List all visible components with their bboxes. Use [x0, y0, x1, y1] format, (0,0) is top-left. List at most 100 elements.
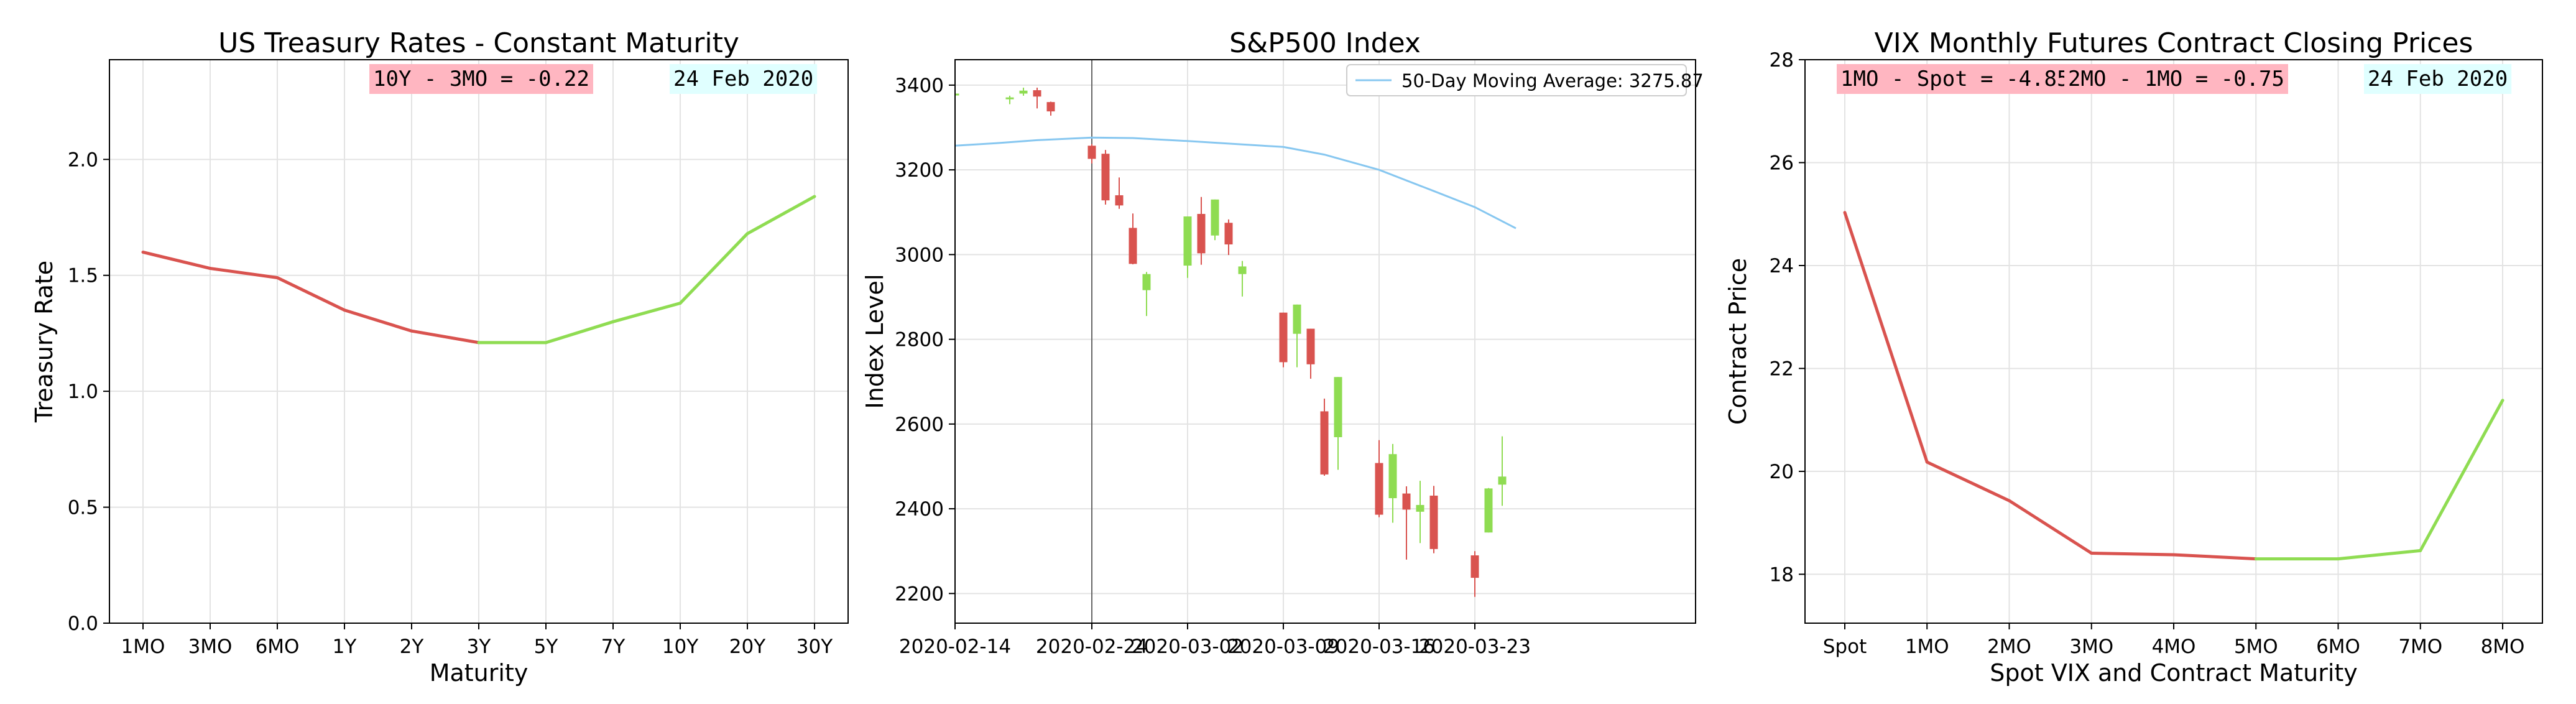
- sp500-candle: [1005, 95, 1014, 104]
- vix-x-axis-label: Spot VIX and Contract Maturity: [1990, 659, 2358, 687]
- sp500-candle: [1033, 87, 1041, 109]
- sp500-candle: [1498, 436, 1507, 506]
- sp500-candle-body: [1279, 312, 1288, 363]
- sp500-candle: [1484, 488, 1493, 533]
- vix-x-tick-label: 8MO: [2481, 636, 2525, 658]
- sp500-plot-frame: [954, 59, 1696, 624]
- sp500-candle-body: [1142, 274, 1151, 290]
- sp500-candle: [1046, 101, 1055, 116]
- vix-title: VIX Monthly Futures Contract Closing Pri…: [1875, 27, 2473, 59]
- sp500-candle: [1334, 377, 1342, 470]
- treasury-curve-segment: [343, 308, 413, 333]
- sp500-x-tick-label: 2020-03-23: [1419, 636, 1531, 658]
- sp500-candle: [1211, 199, 1219, 241]
- sp500-candle: [1197, 197, 1206, 265]
- treasury-x-tick-label: 1MO: [121, 636, 165, 658]
- treasury-curve-segment: [141, 250, 212, 271]
- sp500-y-axis-label: Index Level: [861, 274, 889, 409]
- vix-x-tick-label: 7MO: [2398, 636, 2442, 658]
- treasury-x-tick-label: 3Y: [467, 636, 491, 658]
- vix-curve-segment: [1925, 460, 2011, 503]
- vix-x-tick-label: Spot: [1823, 636, 1867, 658]
- treasury-curve-segment: [208, 267, 279, 279]
- vix-term-spread-badge: 2MO - 1MO = -0.75: [2064, 64, 2288, 94]
- sp500-y-tick-label: 2600: [895, 414, 944, 436]
- sp500-candle: [1416, 481, 1424, 544]
- sp500-candles: [955, 87, 1507, 597]
- sp500-candle-body: [955, 93, 959, 96]
- sp500-candle: [1115, 177, 1124, 209]
- vix-curve-segment: [1843, 211, 1929, 464]
- vix-curve: [1843, 211, 2504, 561]
- sp500-x-tick-label: 2020-03-16: [1323, 636, 1435, 658]
- sp500-candle-body: [1129, 228, 1137, 264]
- treasury-x-tick-label: 30Y: [796, 636, 833, 658]
- vix-curve-segment: [2419, 399, 2504, 552]
- sp500-candle-body: [1293, 304, 1301, 334]
- sp500-y-tick-label: 3200: [895, 159, 944, 182]
- vix-y-tick-label: 22: [1770, 358, 1794, 380]
- vix-curve-segment: [2337, 549, 2422, 561]
- vix-y-axis-label: Contract Price: [1724, 258, 1752, 425]
- sp500-y-tick-label: 2400: [895, 498, 944, 521]
- treasury-curve-segment: [544, 320, 615, 345]
- sp500-candle-body: [1238, 266, 1247, 274]
- sp500-x-tick-label: 2020-03-02: [1132, 636, 1244, 658]
- vix-spot-spread-label: 1MO - Spot = -4.85: [1840, 67, 2069, 91]
- treasury-date-badge: 24 Feb 2020: [670, 64, 818, 94]
- sp500-candle-body: [1211, 199, 1219, 236]
- treasury-x-tick-label: 3MO: [188, 636, 233, 658]
- sp500-candle: [1402, 486, 1411, 560]
- sp500-candle: [1388, 443, 1397, 523]
- vix-spot-spread-badge: 1MO - Spot = -4.85: [1837, 64, 2074, 94]
- sp500-candle: [1142, 272, 1151, 317]
- vix-term-spread-label: 2MO - 1MO = -0.75: [2068, 67, 2284, 91]
- treasury-spread-label: 10Y - 3MO = -0.22: [373, 67, 589, 91]
- vix-y-tick-label: 28: [1770, 49, 1794, 72]
- sp500-candle-body: [1375, 463, 1383, 515]
- sp500-candle-body: [1033, 90, 1041, 97]
- vix-date-label: 24 Feb 2020: [2368, 67, 2508, 91]
- treasury-curve-segment: [275, 276, 346, 312]
- sp500-candle-body: [1087, 146, 1096, 159]
- treasury-spread-badge: 10Y - 3MO = -0.22: [369, 64, 593, 94]
- vix-x-tick-label: 3MO: [2069, 636, 2113, 658]
- treasury-x-tick-label: 2Y: [400, 636, 424, 658]
- sp500-candle-body: [1334, 377, 1342, 437]
- sp500-candle-body: [1183, 216, 1192, 266]
- vix-y-tick-label: 18: [1770, 563, 1794, 586]
- treasury-curve: [141, 195, 816, 345]
- vix-y-ticks: 18 20 22 24 26 28: [1770, 49, 1805, 586]
- treasury-y-tick-label: 2.0: [68, 149, 98, 171]
- vix-annotations: 1MO - Spot = -4.85 2MO - 1MO = -0.75 24 …: [1837, 64, 2512, 94]
- treasury-x-tick-label: 7Y: [601, 636, 626, 658]
- sp500-candle: [1306, 328, 1315, 379]
- vix-x-tick-label: 5MO: [2234, 636, 2278, 658]
- sp500-candle-body: [1416, 504, 1424, 512]
- sp500-candle: [1429, 486, 1438, 553]
- vix-curve-segment: [2090, 551, 2176, 557]
- sp500-moving-average-line: [955, 136, 1517, 229]
- treasury-curve-segment: [611, 301, 682, 323]
- sp500-candle-body: [1306, 328, 1315, 364]
- sp500-y-ticks: 2200 2400 2600 2800 3000 3200 3400: [895, 75, 955, 605]
- treasury-curve-segment: [410, 329, 481, 345]
- sp500-candle-body: [1019, 90, 1028, 94]
- treasury-x-tick-label: 6MO: [256, 636, 300, 658]
- sp500-y-tick-label: 3000: [895, 244, 944, 266]
- sp500-legend-label: 50-Day Moving Average: 3275.87: [1401, 70, 1704, 91]
- sp500-candle: [1183, 216, 1192, 278]
- treasury-annotations: 10Y - 3MO = -0.22 24 Feb 2020: [369, 64, 818, 94]
- sp500-candle: [1129, 213, 1137, 265]
- treasury-y-axis-label: Treasury Rate: [30, 261, 58, 423]
- sp500-candle-body: [1470, 555, 1479, 578]
- sp500-candle-body: [1046, 102, 1055, 112]
- sp500-candle-body: [1429, 495, 1438, 549]
- sp500-candle-body: [1115, 195, 1124, 206]
- sp500-x-tick-label: 2020-02-14: [899, 636, 1011, 658]
- treasury-x-tick-label: 10Y: [662, 636, 698, 658]
- vix-curve-segment: [2008, 499, 2094, 555]
- sp500-candle: [1375, 440, 1383, 517]
- sp500-candle-body: [1498, 476, 1507, 485]
